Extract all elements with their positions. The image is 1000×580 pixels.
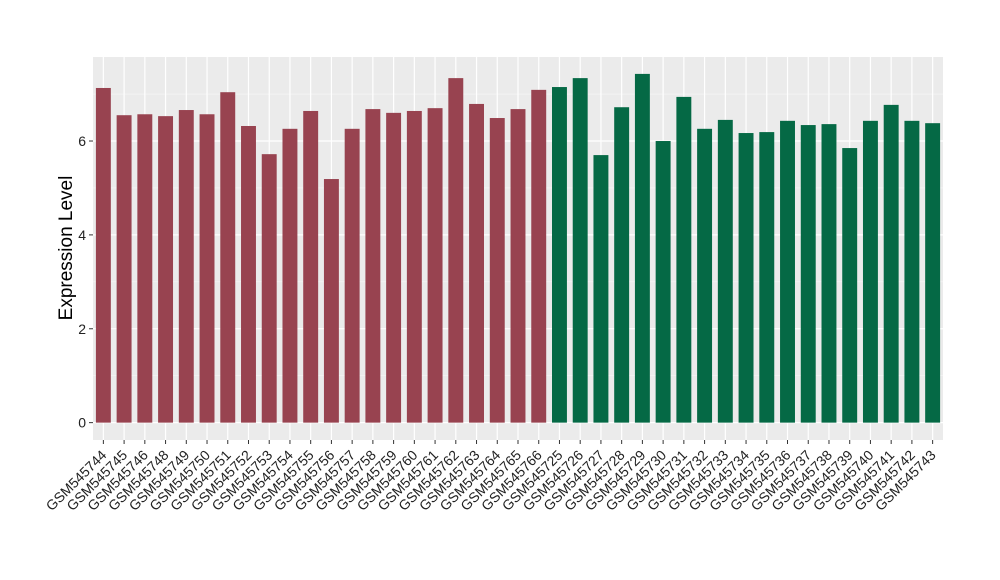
bar — [95, 87, 111, 423]
bar — [137, 114, 153, 423]
bar — [655, 141, 671, 423]
bar — [158, 116, 174, 423]
y-tick-label: 6 — [78, 133, 86, 149]
bar — [780, 120, 795, 423]
bar — [925, 123, 941, 423]
bar — [821, 124, 837, 423]
y-tick-label: 4 — [78, 227, 86, 243]
bar — [738, 133, 754, 423]
bar — [282, 128, 298, 423]
bar — [323, 179, 339, 423]
bar — [427, 108, 443, 423]
bar — [510, 109, 526, 423]
bar — [634, 73, 650, 423]
bar — [199, 114, 215, 423]
bar — [220, 92, 236, 423]
bar — [303, 110, 319, 423]
bar — [489, 118, 505, 423]
bar — [717, 119, 733, 423]
bar — [552, 87, 567, 423]
bar — [614, 107, 630, 423]
bar — [800, 125, 816, 423]
bar — [365, 109, 381, 423]
bar — [862, 120, 878, 423]
bar — [759, 132, 775, 423]
bar — [241, 125, 256, 423]
bar — [261, 154, 277, 423]
bar — [344, 128, 360, 423]
y-tick-label: 0 — [78, 415, 86, 431]
bar — [469, 103, 484, 423]
bar — [116, 115, 132, 423]
bar — [842, 148, 858, 423]
bar — [676, 96, 692, 423]
bar — [904, 120, 920, 423]
bar — [531, 89, 547, 423]
bar — [883, 104, 899, 423]
bar — [406, 110, 422, 423]
y-axis-label: Expression Level — [56, 176, 77, 321]
y-tick-label: 2 — [78, 321, 86, 337]
bar — [572, 78, 588, 423]
bar — [386, 112, 402, 423]
bar — [448, 78, 464, 423]
bar — [697, 128, 713, 423]
bar — [593, 155, 609, 423]
bar — [178, 110, 194, 423]
